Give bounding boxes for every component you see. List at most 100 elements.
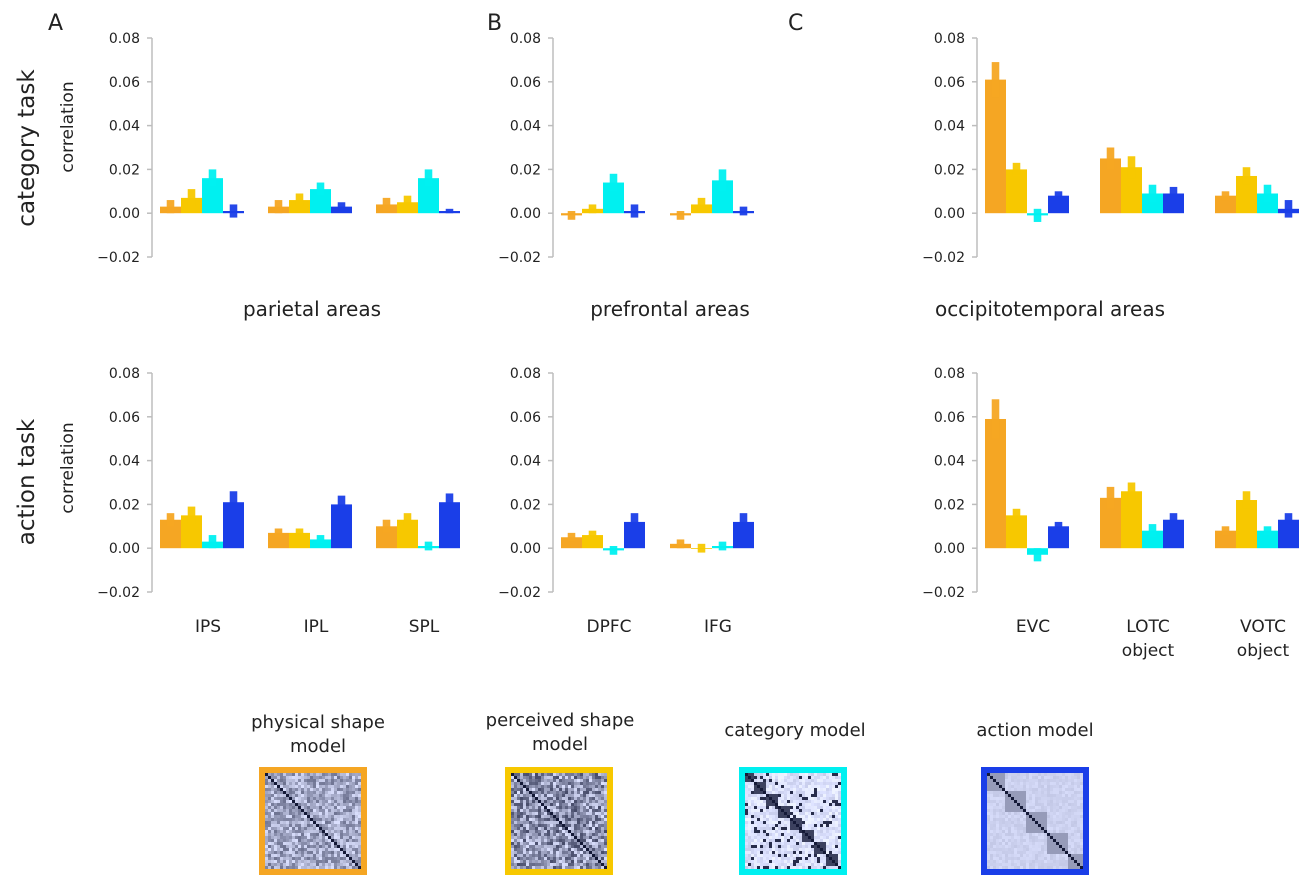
matrix-cell xyxy=(529,836,533,840)
matrix-cell xyxy=(1074,809,1078,813)
matrix-cell xyxy=(331,803,335,807)
panel-b-action-task-error-bar-physical-shape-model xyxy=(567,532,576,542)
matrix-cell xyxy=(772,845,776,849)
matrix-cell xyxy=(745,776,749,780)
matrix-cell xyxy=(1050,851,1054,855)
x-category-label: object xyxy=(1122,641,1175,661)
matrix-cell xyxy=(346,794,350,798)
matrix-cell xyxy=(999,791,1003,795)
matrix-cell xyxy=(601,776,605,780)
matrix-cell xyxy=(529,791,533,795)
matrix-cell xyxy=(1080,785,1084,789)
matrix-cell xyxy=(595,785,599,789)
matrix-cell xyxy=(999,854,1003,858)
matrix-cell xyxy=(310,866,314,870)
matrix-cell xyxy=(340,851,344,855)
matrix-cell xyxy=(838,842,842,846)
matrix-cell xyxy=(598,839,602,843)
matrix-cell xyxy=(772,776,776,780)
matrix-cell xyxy=(996,809,1000,813)
matrix-cell xyxy=(996,800,1000,804)
matrix-cell xyxy=(1053,806,1057,810)
matrix-cell xyxy=(829,857,833,861)
matrix-cell xyxy=(331,785,335,789)
matrix-cell xyxy=(283,809,287,813)
matrix-cell xyxy=(340,827,344,831)
matrix-cell xyxy=(343,857,347,861)
matrix-cell xyxy=(514,839,518,843)
matrix-cell xyxy=(292,809,296,813)
matrix-cell xyxy=(583,866,587,870)
matrix-cell xyxy=(340,866,344,870)
matrix-cell xyxy=(574,788,578,792)
matrix-cell xyxy=(541,863,545,867)
matrix-cell xyxy=(304,845,308,849)
matrix-cell xyxy=(568,857,572,861)
matrix-cell xyxy=(1041,827,1045,831)
matrix-cell xyxy=(769,860,773,864)
matrix-cell xyxy=(1059,857,1063,861)
matrix-cell xyxy=(751,782,755,786)
matrix-cell xyxy=(274,857,278,861)
matrix-cell xyxy=(547,851,551,855)
matrix-cell xyxy=(1032,839,1036,843)
matrix-cell xyxy=(1011,773,1015,777)
matrix-cell xyxy=(814,785,818,789)
matrix-cell xyxy=(331,842,335,846)
matrix-cell xyxy=(289,797,293,801)
matrix-cell xyxy=(526,857,530,861)
matrix-cell xyxy=(820,794,824,798)
matrix-cell xyxy=(319,836,323,840)
matrix-cell xyxy=(760,821,764,825)
matrix-cell xyxy=(355,860,359,864)
matrix-cell xyxy=(987,779,991,783)
matrix-cell xyxy=(999,785,1003,789)
matrix-cell xyxy=(778,776,782,780)
matrix-cell xyxy=(322,854,326,858)
matrix-cell xyxy=(307,845,311,849)
matrix-cell xyxy=(1062,782,1066,786)
matrix-cell xyxy=(358,851,362,855)
matrix-cell xyxy=(319,809,323,813)
matrix-cell xyxy=(559,839,563,843)
panel-b-action-task-error-bar-category-model xyxy=(718,541,727,551)
matrix-cell xyxy=(1032,788,1036,792)
matrix-cell xyxy=(286,845,290,849)
matrix-cell xyxy=(571,833,575,837)
matrix-cell xyxy=(313,797,317,801)
matrix-cell xyxy=(811,845,815,849)
matrix-cell xyxy=(265,833,269,837)
matrix-cell xyxy=(604,836,608,840)
matrix-cell xyxy=(1011,839,1015,843)
matrix-cell xyxy=(748,839,752,843)
matrix-cell xyxy=(559,782,563,786)
matrix-cell xyxy=(1077,845,1081,849)
matrix-cell xyxy=(541,800,545,804)
matrix-cell xyxy=(289,860,293,864)
matrix-cell xyxy=(1017,836,1021,840)
matrix-cell xyxy=(283,845,287,849)
matrix-cell xyxy=(757,857,761,861)
matrix-cell xyxy=(580,854,584,858)
matrix-cell xyxy=(1065,809,1069,813)
matrix-cell xyxy=(1023,827,1027,831)
matrix-cell xyxy=(778,839,782,843)
matrix-cell xyxy=(835,797,839,801)
matrix-cell xyxy=(1032,800,1036,804)
matrix-cell xyxy=(766,779,770,783)
matrix-cell xyxy=(289,785,293,789)
matrix-cell xyxy=(346,842,350,846)
matrix-cell xyxy=(550,803,554,807)
matrix-cell xyxy=(775,773,779,777)
matrix-cell xyxy=(1029,818,1033,822)
matrix-cell xyxy=(319,854,323,858)
matrix-cell xyxy=(996,815,1000,819)
matrix-cell xyxy=(1056,818,1060,822)
matrix-cell xyxy=(289,806,293,810)
matrix-cell xyxy=(766,794,770,798)
matrix-cell xyxy=(331,827,335,831)
matrix-cell xyxy=(1002,827,1006,831)
panel-b-category-task-error-bar-action-model xyxy=(630,204,639,218)
panel-c-action-task-error-bar-action-model xyxy=(1169,513,1178,527)
matrix-cell xyxy=(748,809,752,813)
